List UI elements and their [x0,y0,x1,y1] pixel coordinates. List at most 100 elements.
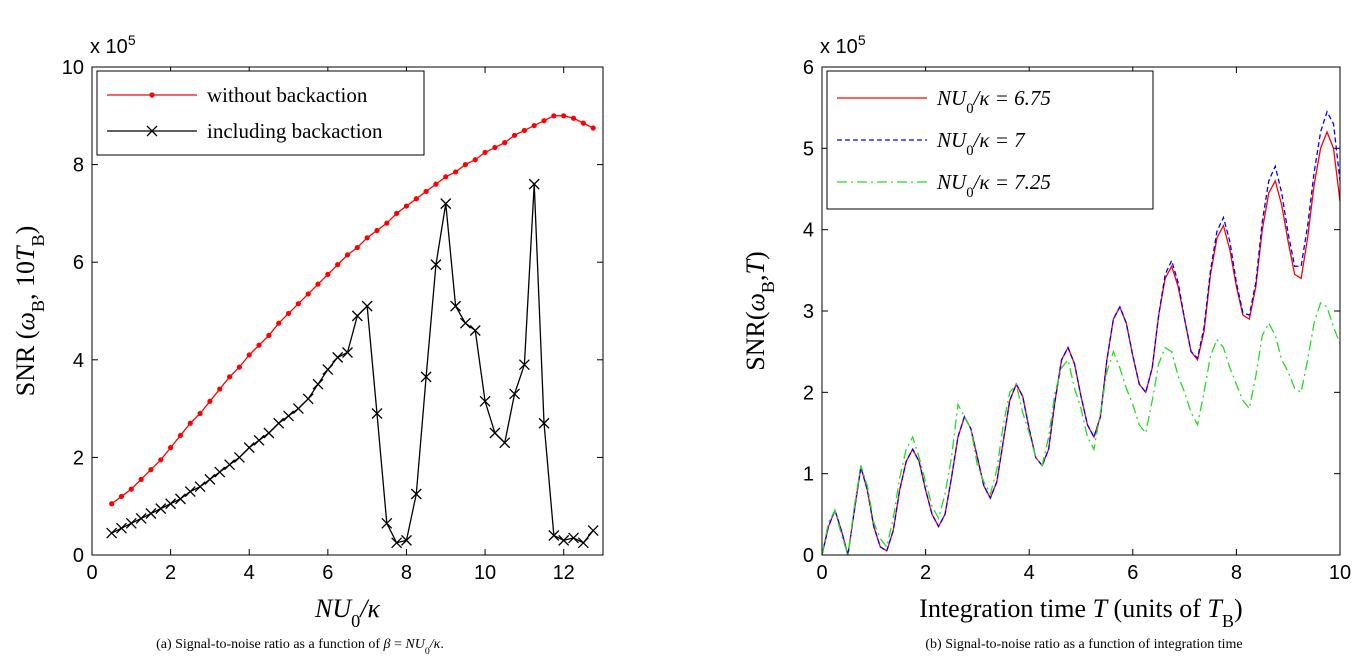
point [214,466,226,478]
point [548,530,560,541]
point [531,122,537,129]
x-tick-label: 0 [816,562,827,584]
point [354,244,360,251]
point [568,532,579,544]
text-segment: 0 [966,101,973,117]
text-segment: 0 [966,185,973,201]
point [207,398,213,404]
point [335,262,341,268]
point [420,371,432,383]
point [430,259,442,271]
point [509,388,521,400]
point [177,432,184,439]
point [433,181,439,187]
point [168,445,174,451]
point [217,386,223,392]
text-segment: including backaction [207,119,383,143]
y-tick-label: 10 [62,57,84,79]
point [580,120,586,126]
point [224,459,236,471]
y-tick-label: 2 [73,447,84,469]
point [246,352,252,358]
point [165,498,177,510]
text-segment: . [440,637,444,652]
y-multiplier: x 105 [820,32,866,58]
y-tick-label: 5 [803,138,814,160]
legend-marker [146,125,158,137]
point [489,427,501,439]
point [410,488,422,500]
text-segment: without backaction [207,83,368,107]
point [253,434,265,446]
point [381,517,393,529]
point [452,169,459,175]
x-tick-label: 2 [920,562,931,584]
point [236,364,243,370]
point [135,512,147,524]
point [541,118,547,124]
point [459,317,471,329]
text-segment: ) [741,251,770,260]
legend-marker [149,92,155,98]
text-segment: B [758,281,778,293]
text-segment: (b) Signal-to-noise ratio as a function … [925,637,1242,652]
point [283,410,294,422]
x-tick-label: 12 [553,562,575,584]
point [587,525,599,537]
x-tick-label: 6 [322,562,333,584]
point [295,301,301,307]
point [292,403,304,415]
point [344,252,351,258]
caption: (a) Signal-to-noise ratio as a function … [156,637,444,657]
y-tick-label: 6 [803,57,814,79]
y-tick-label: 3 [803,301,814,323]
multiplier-base: x 10 [90,36,128,58]
point [374,227,380,234]
point [511,132,518,138]
series-line [822,301,1340,555]
legend-label: NU0/κ = 6.75 [936,86,1051,117]
text-segment: /κ [429,637,441,652]
text-segment: B [28,300,48,312]
multiplier-exponent: 5 [128,32,136,48]
legend-label: including backaction [207,119,383,143]
point [322,364,334,376]
point [118,493,125,500]
text-segment: /κ = 7 [973,128,1027,152]
text-segment: /κ = 7.25 [973,170,1051,194]
point [187,420,193,426]
point [469,325,481,336]
text-segment: T [11,245,40,261]
point [384,220,390,226]
point [440,198,452,210]
text-segment: 0 [351,611,360,631]
point [528,178,540,190]
point [332,351,344,363]
point [364,235,370,241]
y-multiplier: x 105 [90,32,136,58]
point [305,291,311,297]
y-tick-label: 0 [803,545,814,567]
point [371,408,383,419]
point [561,113,567,119]
point [273,417,285,429]
x-tick-label: 8 [1231,562,1242,584]
point [342,347,353,358]
point [106,527,118,539]
x-axis-label: Integration time T (units of TB) [919,594,1242,631]
point [312,378,324,390]
text-segment: /κ = 6.75 [973,86,1051,110]
x-tick-label: 4 [1024,562,1035,584]
point [482,149,488,155]
x-tick-label: 10 [474,562,496,584]
point [276,320,282,326]
text-segment: 0 [425,646,430,657]
text-segment: T [741,258,770,274]
text-segment: SNR( [741,311,770,370]
caption: (b) Signal-to-noise ratio as a function … [925,637,1242,652]
point [204,473,216,485]
point [472,157,478,163]
